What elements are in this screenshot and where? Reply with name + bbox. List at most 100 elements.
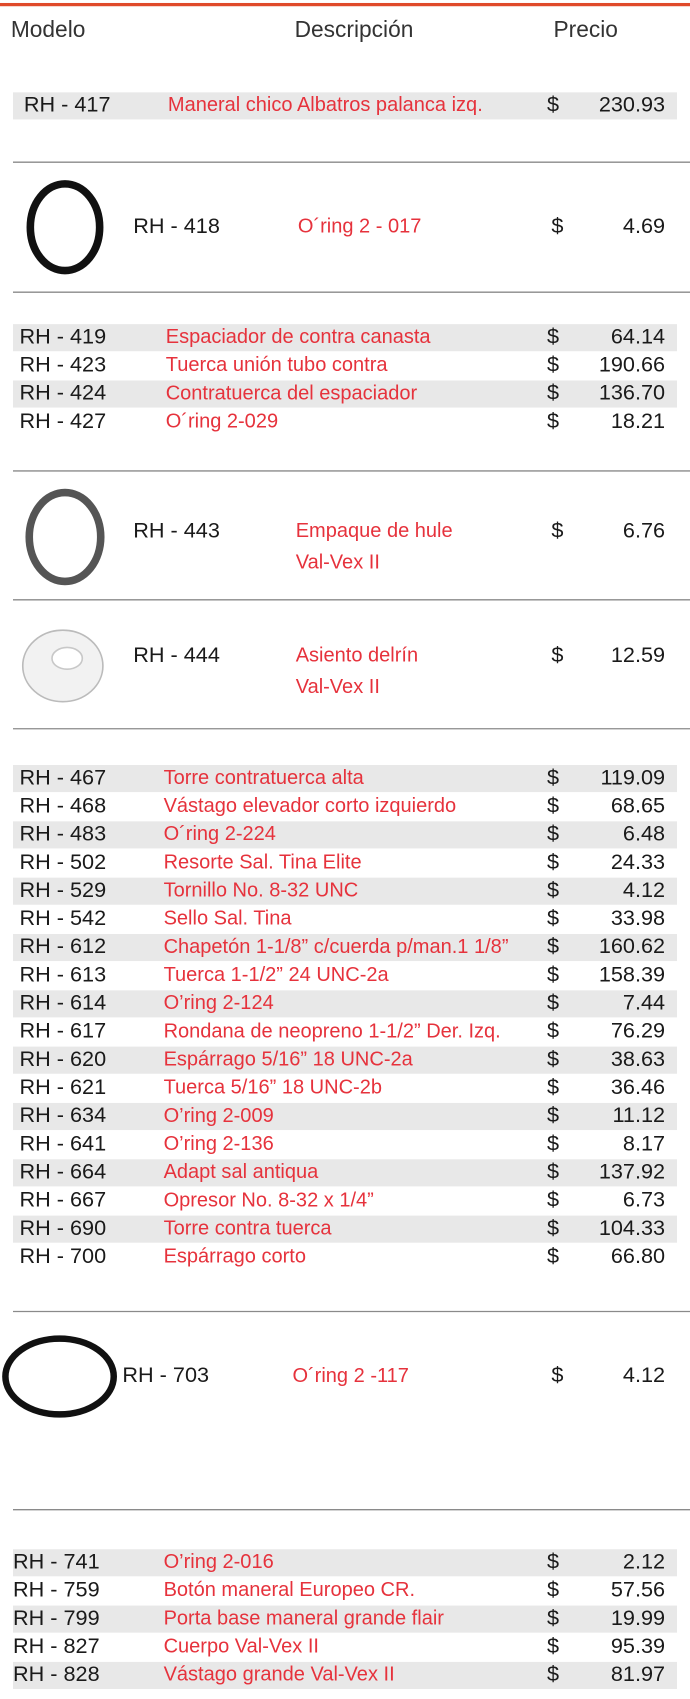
price: 7.44: [623, 990, 665, 1015]
model: RH - 427: [19, 408, 106, 433]
price: 57.56: [611, 1577, 665, 1602]
price: 160.62: [599, 933, 665, 958]
price: 158.39: [599, 961, 665, 986]
description: Asiento delrín: [296, 644, 418, 666]
header-model: Modelo: [11, 16, 86, 42]
model: RH - 443: [133, 517, 220, 542]
price: 24.33: [611, 849, 665, 874]
model: RH - 423: [19, 352, 106, 377]
currency: $: [547, 961, 559, 986]
currency: $: [547, 933, 559, 958]
currency: $: [547, 1633, 559, 1658]
model: RH - 634: [19, 1102, 106, 1127]
currency: $: [547, 92, 559, 117]
currency: $: [547, 1187, 559, 1212]
oring-icon: [30, 184, 99, 271]
price: 2.12: [623, 1549, 665, 1574]
description: O´ring 2 - 017: [298, 215, 422, 237]
currency: $: [547, 990, 559, 1015]
description: O´ring 2 -117: [292, 1365, 408, 1387]
model: RH - 664: [19, 1159, 106, 1184]
model: RH - 799: [13, 1605, 100, 1630]
model: RH - 419: [19, 323, 106, 348]
model: RH - 424: [19, 380, 106, 405]
model: RH - 828: [13, 1661, 100, 1686]
currency: $: [547, 1661, 559, 1686]
description: Torre contra tuerca: [164, 1217, 333, 1239]
model: RH - 700: [19, 1243, 106, 1268]
currency: $: [547, 1102, 559, 1127]
currency: $: [547, 1243, 559, 1268]
currency: $: [551, 517, 563, 542]
description: Torre contratuerca alta: [164, 767, 365, 789]
currency: $: [547, 1215, 559, 1240]
currency: $: [547, 792, 559, 817]
description: Val-Vex II: [296, 551, 380, 573]
price-list: Modelo Descripción Precio RH - 417Manera…: [0, 0, 690, 1699]
price: 6.48: [623, 821, 665, 846]
currency: $: [547, 1605, 559, 1630]
currency: $: [547, 1577, 559, 1602]
model: RH - 621: [19, 1074, 106, 1099]
description: O’ring 2-124: [164, 992, 274, 1014]
price: 18.21: [611, 408, 665, 433]
model: RH - 529: [19, 877, 106, 902]
model: RH - 542: [19, 905, 106, 930]
row-background: [13, 990, 677, 1017]
top-rule: [0, 3, 690, 6]
currency: $: [547, 1130, 559, 1155]
price: 136.70: [599, 380, 665, 405]
price: 81.97: [611, 1661, 665, 1686]
model: RH - 641: [19, 1130, 106, 1155]
description: Opresor No. 8-32 x 1/4”: [164, 1189, 374, 1211]
price: 230.93: [599, 92, 665, 117]
description: Vástago elevador corto izquierdo: [164, 795, 457, 817]
price: 119.09: [600, 764, 665, 789]
header-description: Descripción: [295, 16, 414, 42]
description: Espárrago corto: [164, 1246, 306, 1268]
header-price: Precio: [554, 16, 618, 42]
currency: $: [547, 408, 559, 433]
model: RH - 620: [19, 1046, 106, 1071]
seat-hole: [52, 647, 82, 669]
page: Modelo Descripción Precio RH - 417Manera…: [0, 0, 690, 1699]
price: 6.76: [623, 517, 665, 542]
row-background: [13, 1216, 677, 1243]
model: RH - 759: [13, 1577, 100, 1602]
currency: $: [551, 642, 563, 667]
model: RH - 617: [19, 1018, 106, 1043]
price: 190.66: [599, 352, 665, 377]
description: Adapt sal antiqua: [164, 1161, 320, 1183]
currency: $: [547, 821, 559, 846]
currency: $: [547, 877, 559, 902]
description: Maneral chico Albatros palanca izq.: [168, 94, 483, 116]
currency: $: [551, 1362, 563, 1387]
oring-icon: [5, 1339, 113, 1415]
model: RH - 827: [13, 1633, 100, 1658]
currency: $: [547, 905, 559, 930]
description: Tuerca unión tubo contra: [166, 354, 389, 376]
model: RH - 667: [19, 1187, 106, 1212]
currency: $: [547, 1046, 559, 1071]
description: Resorte Sal. Tina Elite: [164, 851, 362, 873]
model: RH - 483: [19, 821, 106, 846]
model: RH - 614: [19, 990, 106, 1015]
price: 11.12: [612, 1102, 665, 1127]
price: 19.99: [611, 1605, 665, 1630]
description: Empaque de hule: [296, 520, 453, 542]
currency: $: [547, 323, 559, 348]
model: RH - 690: [19, 1215, 106, 1240]
price: 8.17: [623, 1130, 665, 1155]
description: Vástago grande Val-Vex II: [164, 1664, 395, 1686]
currency: $: [547, 352, 559, 377]
description: O’ring 2-136: [164, 1133, 274, 1155]
price: 4.12: [623, 1362, 665, 1387]
price: 64.14: [611, 323, 665, 348]
price: 95.39: [611, 1633, 665, 1658]
description: Cuerpo Val-Vex II: [164, 1636, 319, 1658]
description: Botón maneral Europeo CR.: [164, 1579, 415, 1601]
model: RH - 418: [133, 213, 220, 238]
model: RH - 741: [13, 1549, 100, 1574]
price: 4.12: [623, 877, 665, 902]
price: 137.92: [599, 1159, 665, 1184]
